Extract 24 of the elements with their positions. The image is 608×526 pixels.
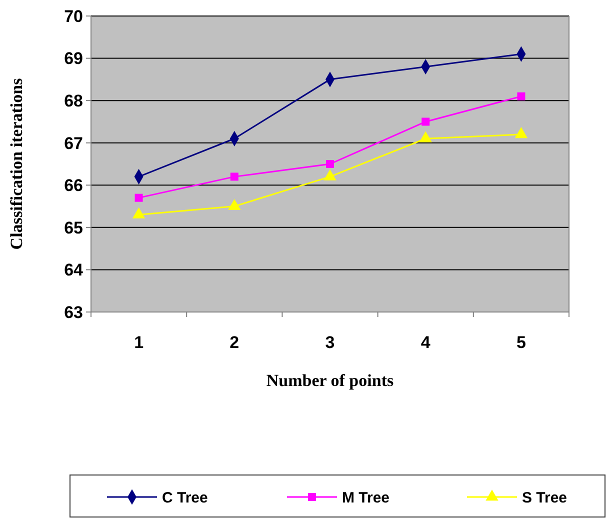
- point: [230, 172, 238, 181]
- y-tick-label: 68: [64, 92, 83, 111]
- legend-label: C Tree: [162, 489, 208, 506]
- x-tick-label: 3: [325, 333, 335, 352]
- x-tick-label: 2: [230, 333, 240, 352]
- x-tick-label: 4: [420, 333, 431, 352]
- point: [134, 194, 143, 202]
- y-axis-title: Classification iterations: [7, 78, 26, 250]
- x-tick-label: 1: [134, 333, 144, 352]
- point: [514, 127, 528, 138]
- legend-label: S Tree: [522, 489, 568, 506]
- y-tick-label: 66: [64, 176, 83, 196]
- x-tick-label: 5: [516, 333, 526, 352]
- y-tick-label: 65: [64, 218, 83, 238]
- y-tick-label: 63: [64, 302, 83, 322]
- legend-label: M Tree: [342, 489, 390, 506]
- point: [326, 160, 334, 168]
- y-tick-label: 69: [64, 49, 83, 68]
- x-axis-title: Number of points: [266, 371, 394, 390]
- y-tick-label: 67: [64, 134, 83, 153]
- point: [517, 92, 526, 100]
- y-tick-label: 64: [64, 260, 84, 280]
- y-tick-label: 70: [64, 6, 83, 26]
- point: [422, 118, 430, 126]
